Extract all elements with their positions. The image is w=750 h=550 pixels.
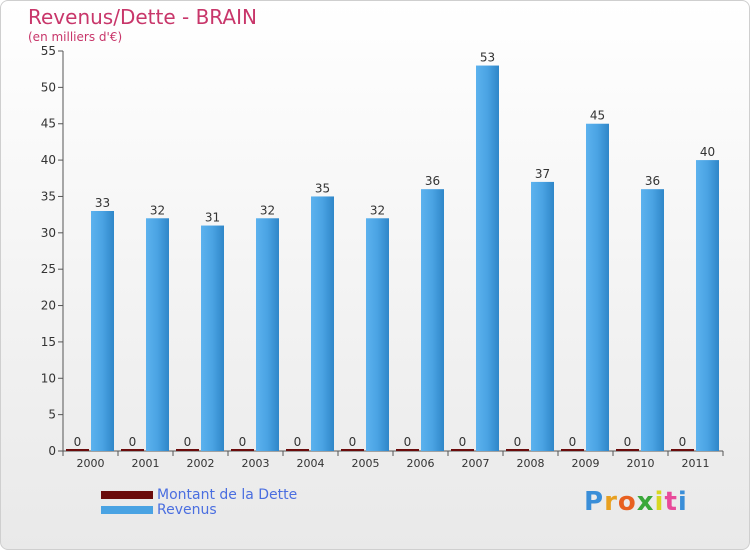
bar-debt bbox=[451, 449, 474, 451]
data-label-debt: 0 bbox=[514, 435, 522, 449]
bar-debt bbox=[66, 449, 89, 451]
data-label-revenue: 35 bbox=[315, 181, 330, 195]
bar-debt bbox=[671, 449, 694, 451]
y-tick-label: 20 bbox=[41, 299, 56, 313]
data-label-debt: 0 bbox=[294, 435, 302, 449]
data-label-debt: 0 bbox=[184, 435, 192, 449]
logo-letter: P bbox=[584, 487, 605, 517]
y-tick-label: 50 bbox=[41, 80, 56, 94]
bar-debt bbox=[231, 449, 254, 451]
bar-revenue bbox=[421, 189, 444, 451]
data-label-debt: 0 bbox=[679, 435, 687, 449]
x-tick-label: 2000 bbox=[77, 457, 105, 470]
bar-debt bbox=[396, 449, 419, 451]
bar-debt bbox=[341, 449, 364, 451]
data-label-revenue: 40 bbox=[700, 145, 715, 159]
data-label-debt: 0 bbox=[404, 435, 412, 449]
data-label-debt: 0 bbox=[239, 435, 247, 449]
x-tick-label: 2006 bbox=[407, 457, 435, 470]
logo-letter: o bbox=[617, 487, 637, 517]
legend-item-debt: Montant de la Dette bbox=[101, 486, 298, 503]
x-tick-label: 2001 bbox=[132, 457, 160, 470]
chart-subtitle: (en milliers d'€) bbox=[28, 30, 123, 44]
bar-revenue bbox=[146, 218, 169, 451]
data-label-revenue: 36 bbox=[645, 174, 660, 188]
y-tick-label: 5 bbox=[48, 408, 56, 422]
data-label-revenue: 33 bbox=[95, 196, 110, 210]
legend-swatch-revenue bbox=[101, 505, 153, 514]
y-tick-label: 30 bbox=[41, 226, 56, 240]
logo-letter: x bbox=[636, 487, 655, 517]
x-tick-label: 2008 bbox=[517, 457, 545, 470]
data-label-debt: 0 bbox=[129, 435, 137, 449]
legend-swatch-debt bbox=[101, 490, 153, 499]
bar-revenue bbox=[476, 65, 499, 451]
bar-debt bbox=[561, 449, 584, 451]
bar-revenue bbox=[201, 225, 224, 451]
logo-letter: i bbox=[654, 487, 665, 517]
bar-revenue bbox=[311, 196, 334, 451]
y-tick-label: 10 bbox=[41, 371, 56, 385]
proxiti-logo: Proxiti bbox=[584, 487, 688, 517]
data-label-revenue: 31 bbox=[205, 211, 220, 225]
legend-label-debt: Montant de la Dette bbox=[157, 486, 298, 503]
bar-revenue bbox=[366, 218, 389, 451]
legend-item-revenue: Revenus bbox=[101, 501, 297, 518]
x-tick-label: 2010 bbox=[627, 457, 655, 470]
bar-revenue bbox=[696, 160, 719, 451]
bar-debt bbox=[506, 449, 529, 451]
logo-letter: i bbox=[677, 487, 688, 517]
x-tick-label: 2011 bbox=[682, 457, 710, 470]
data-label-debt: 0 bbox=[569, 435, 577, 449]
x-tick-label: 2009 bbox=[572, 457, 600, 470]
data-label-debt: 0 bbox=[349, 435, 357, 449]
y-tick-label: 45 bbox=[41, 117, 56, 131]
bar-revenue bbox=[531, 181, 554, 451]
data-label-revenue: 32 bbox=[150, 203, 165, 217]
chart-title: Revenus/Dette - BRAIN bbox=[28, 5, 257, 29]
y-tick-label: 25 bbox=[41, 262, 56, 276]
data-label-revenue: 53 bbox=[480, 51, 495, 65]
y-tick-label: 0 bbox=[48, 444, 56, 458]
legend: Montant de la Dette Revenus bbox=[101, 486, 298, 518]
x-tick-label: 2005 bbox=[352, 457, 380, 470]
logo-letter: r bbox=[604, 487, 618, 517]
bar-debt bbox=[121, 449, 144, 451]
y-tick-label: 15 bbox=[41, 335, 56, 349]
legend-label-revenue: Revenus bbox=[157, 501, 217, 518]
bar-debt bbox=[286, 449, 309, 451]
data-label-revenue: 37 bbox=[535, 167, 550, 181]
data-label-debt: 0 bbox=[74, 435, 82, 449]
data-label-revenue: 32 bbox=[260, 203, 275, 217]
data-label-revenue: 32 bbox=[370, 203, 385, 217]
data-label-revenue: 36 bbox=[425, 174, 440, 188]
bar-revenue bbox=[91, 211, 114, 451]
bar-revenue bbox=[586, 123, 609, 452]
bar-debt bbox=[616, 449, 639, 451]
bar-revenue bbox=[256, 218, 279, 451]
data-label-debt: 0 bbox=[459, 435, 467, 449]
x-tick-label: 2004 bbox=[297, 457, 325, 470]
y-tick-label: 35 bbox=[41, 189, 56, 203]
x-tick-label: 2003 bbox=[242, 457, 270, 470]
x-tick-label: 2002 bbox=[187, 457, 215, 470]
y-tick-label: 40 bbox=[41, 153, 56, 167]
bar-revenue bbox=[641, 189, 664, 451]
logo-letter: t bbox=[664, 487, 678, 517]
data-label-debt: 0 bbox=[624, 435, 632, 449]
bar-debt bbox=[176, 449, 199, 451]
x-tick-label: 2007 bbox=[462, 457, 490, 470]
y-tick-label: 55 bbox=[41, 44, 56, 58]
data-label-revenue: 45 bbox=[590, 109, 605, 123]
